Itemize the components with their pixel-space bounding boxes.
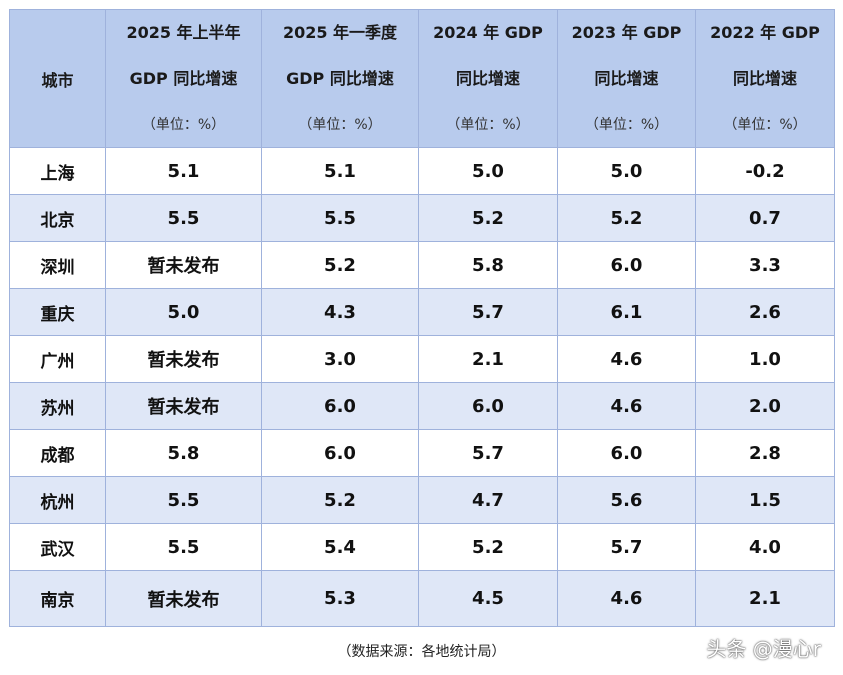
table-row: 武汉 5.5 5.4 5.2 5.7 4.0 — [9, 523, 835, 571]
value-cell: 5.5 — [105, 523, 262, 571]
value-cell: 0.7 — [695, 194, 835, 242]
value-cell: 5.7 — [418, 288, 558, 336]
value-cell: 5.5 — [261, 194, 419, 242]
city-cell: 杭州 — [9, 476, 106, 524]
city-cell: 深圳 — [9, 241, 106, 289]
table-row: 北京 5.5 5.5 5.2 5.2 0.7 — [9, 194, 835, 242]
table-row: 成都 5.8 6.0 5.7 6.0 2.8 — [9, 429, 835, 477]
value-cell: 4.0 — [695, 523, 835, 571]
value-cell: 暂未发布 — [105, 382, 262, 430]
value-cell: 5.6 — [557, 476, 696, 524]
header-col-line1: 2025 年上半年 — [126, 22, 241, 42]
value-cell: 5.0 — [557, 147, 696, 195]
value-cell: 5.5 — [105, 194, 262, 242]
value-cell: 暂未发布 — [105, 241, 262, 289]
header-col-line1: 2022 年 GDP — [710, 22, 820, 42]
city-cell: 成都 — [9, 429, 106, 477]
value-cell: 5.4 — [261, 523, 419, 571]
header-col-line2: 同比增速 — [732, 68, 797, 88]
header-col-2023: 2023 年 GDP 同比增速 （单位：%） — [557, 9, 696, 148]
value-cell: 6.0 — [557, 241, 696, 289]
value-cell: 5.2 — [418, 523, 558, 571]
value-cell: 4.7 — [418, 476, 558, 524]
city-cell: 武汉 — [9, 523, 106, 571]
gdp-growth-table: 城市 2025 年上半年 GDP 同比增速 （单位：%） 2025 年一季度 G… — [9, 9, 835, 627]
value-cell: 5.5 — [105, 476, 262, 524]
value-cell: 6.0 — [418, 382, 558, 430]
value-cell: 6.1 — [557, 288, 696, 336]
value-cell: 4.6 — [557, 335, 696, 383]
header-col-line1: 2024 年 GDP — [433, 22, 543, 42]
header-col-line2: 同比增速 — [455, 68, 520, 88]
value-cell: -0.2 — [695, 147, 835, 195]
table-row: 重庆 5.0 4.3 5.7 6.1 2.6 — [9, 288, 835, 336]
value-cell: 6.0 — [557, 429, 696, 477]
value-cell: 暂未发布 — [105, 570, 262, 627]
value-cell: 6.0 — [261, 429, 419, 477]
value-cell: 5.2 — [261, 241, 419, 289]
value-cell: 2.0 — [695, 382, 835, 430]
value-cell: 4.3 — [261, 288, 419, 336]
header-col-line2: 同比增速 — [594, 68, 659, 88]
value-cell: 2.1 — [418, 335, 558, 383]
table-row: 上海 5.1 5.1 5.0 5.0 -0.2 — [9, 147, 835, 195]
value-cell: 2.8 — [695, 429, 835, 477]
value-cell: 5.2 — [261, 476, 419, 524]
value-cell: 4.6 — [557, 382, 696, 430]
header-col-line2: GDP 同比增速 — [286, 68, 394, 88]
header-col-unit: （单位：%） — [723, 116, 807, 133]
value-cell: 5.0 — [418, 147, 558, 195]
header-col-2024: 2024 年 GDP 同比增速 （单位：%） — [418, 9, 558, 148]
watermark-text: 头条 @漫心r — [706, 637, 821, 661]
city-cell: 重庆 — [9, 288, 106, 336]
header-row: 城市 2025 年上半年 GDP 同比增速 （单位：%） 2025 年一季度 G… — [9, 9, 835, 148]
table-row: 广州 暂未发布 3.0 2.1 4.6 1.0 — [9, 335, 835, 383]
value-cell: 1.0 — [695, 335, 835, 383]
value-cell: 5.1 — [261, 147, 419, 195]
header-col-q1-2025: 2025 年一季度 GDP 同比增速 （单位：%） — [261, 9, 419, 148]
header-city: 城市 — [9, 9, 106, 148]
value-cell: 4.5 — [418, 570, 558, 627]
value-cell: 5.2 — [557, 194, 696, 242]
table-row: 杭州 5.5 5.2 4.7 5.6 1.5 — [9, 476, 835, 524]
city-cell: 北京 — [9, 194, 106, 242]
header-col-line2: GDP 同比增速 — [129, 68, 238, 88]
header-col-line1: 2025 年一季度 — [282, 22, 398, 42]
value-cell: 5.2 — [418, 194, 558, 242]
value-cell: 2.6 — [695, 288, 835, 336]
value-cell: 5.3 — [261, 570, 419, 627]
header-col-h1-2025: 2025 年上半年 GDP 同比增速 （单位：%） — [105, 9, 262, 148]
city-cell: 苏州 — [9, 382, 106, 430]
table-row: 南京 暂未发布 5.3 4.5 4.6 2.1 — [9, 570, 835, 627]
data-source-note: （数据来源：各地统计局） — [337, 644, 506, 660]
value-cell: 3.3 — [695, 241, 835, 289]
value-cell: 4.6 — [557, 570, 696, 627]
header-col-unit: （单位：%） — [446, 116, 530, 133]
value-cell: 5.8 — [418, 241, 558, 289]
header-col-unit: （单位：%） — [298, 116, 382, 133]
city-cell: 上海 — [9, 147, 106, 195]
value-cell: 5.7 — [418, 429, 558, 477]
value-cell: 5.8 — [105, 429, 262, 477]
value-cell: 5.7 — [557, 523, 696, 571]
header-col-2022: 2022 年 GDP 同比增速 （单位：%） — [695, 9, 835, 148]
value-cell: 暂未发布 — [105, 335, 262, 383]
table-row: 苏州 暂未发布 6.0 6.0 4.6 2.0 — [9, 382, 835, 430]
city-cell: 广州 — [9, 335, 106, 383]
value-cell: 1.5 — [695, 476, 835, 524]
value-cell: 5.1 — [105, 147, 262, 195]
header-col-unit: （单位：%） — [584, 116, 669, 133]
city-cell: 南京 — [9, 570, 106, 627]
value-cell: 2.1 — [695, 570, 835, 627]
value-cell: 3.0 — [261, 335, 419, 383]
header-col-line1: 2023 年 GDP — [571, 22, 682, 42]
value-cell: 5.0 — [105, 288, 262, 336]
table-row: 深圳 暂未发布 5.2 5.8 6.0 3.3 — [9, 241, 835, 289]
value-cell: 6.0 — [261, 382, 419, 430]
header-col-unit: （单位：%） — [141, 116, 226, 133]
